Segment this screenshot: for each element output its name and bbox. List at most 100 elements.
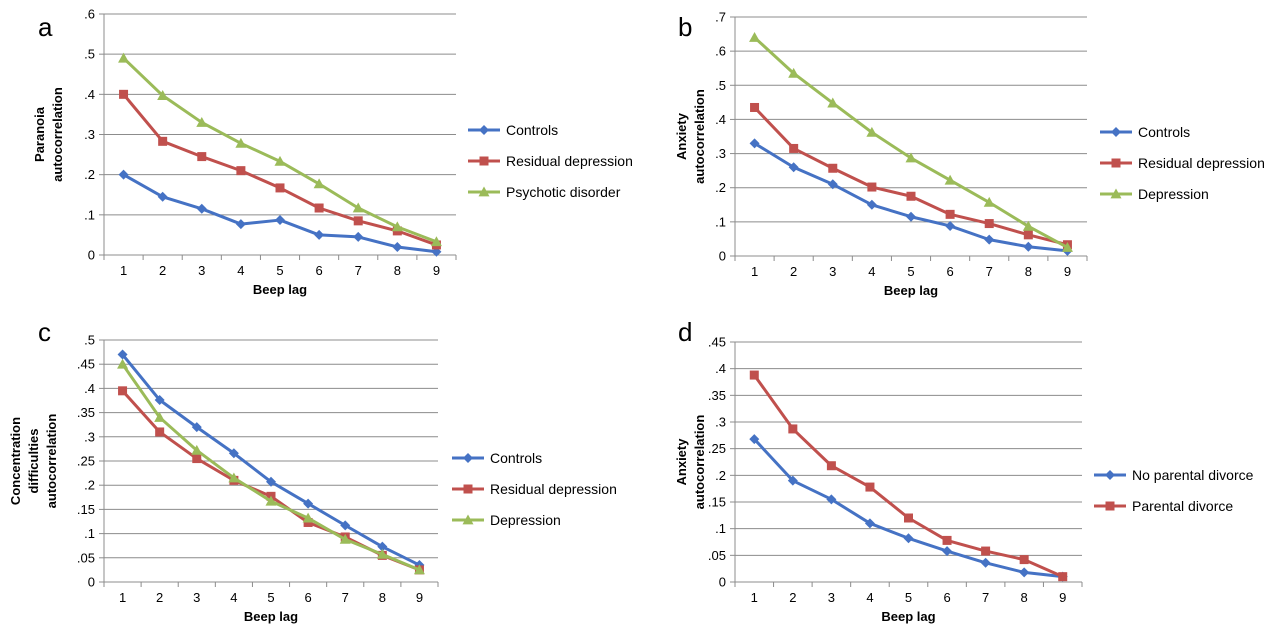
y-tick-label: .6 <box>715 44 726 59</box>
x-tick-label: 1 <box>120 263 127 278</box>
data-point <box>155 427 165 437</box>
x-tick-label: 3 <box>829 264 836 279</box>
series-parental-divorce <box>749 370 1068 582</box>
data-point <box>314 203 324 213</box>
chart-panel-b: b 0 .1 .2 .3 .4 .5 .6 .7 1 2 3 4 5 6 7 8 9 Beep lag Anxiety… <box>674 10 1265 299</box>
data-point <box>117 349 128 360</box>
legend-marker <box>463 453 473 463</box>
x-tick-label: 9 <box>1064 264 1071 279</box>
data-point <box>1058 572 1068 582</box>
legend-item: Controls <box>468 122 558 138</box>
data-point <box>749 370 759 380</box>
data-point <box>376 548 388 559</box>
data-point <box>119 89 129 99</box>
data-point <box>942 546 953 557</box>
series-line <box>753 374 1064 579</box>
series-line <box>122 57 437 244</box>
x-tick-label: 2 <box>156 590 163 605</box>
data-point <box>906 211 916 222</box>
series-controls <box>117 349 425 571</box>
y-axis-title-line: Concentration <box>8 417 23 505</box>
data-point <box>274 155 286 166</box>
data-point <box>787 475 798 486</box>
legend-item: Residual depression <box>468 153 633 169</box>
data-point <box>197 152 207 162</box>
x-tick-label: 6 <box>946 264 953 279</box>
data-point <box>236 166 246 176</box>
y-tick-label: .1 <box>84 207 95 222</box>
y-axis-title-line: autocorrelation <box>44 414 59 509</box>
y-tick-label: 0 <box>719 249 726 264</box>
y-axis-title-line: autocorrelation <box>692 415 707 510</box>
x-tick-label: 8 <box>1021 590 1028 605</box>
data-point <box>789 143 799 153</box>
legend-marker <box>1105 470 1115 480</box>
x-tick-label: 3 <box>198 263 205 278</box>
data-point <box>117 358 129 369</box>
x-tick-label: 8 <box>394 263 401 278</box>
data-point <box>945 220 956 231</box>
legend-item: Residual depression <box>1100 155 1265 171</box>
series-line <box>121 363 421 572</box>
panel-letter: b <box>678 12 692 42</box>
data-point <box>944 174 956 185</box>
x-tick-label: 8 <box>1025 264 1032 279</box>
data-point <box>157 191 168 202</box>
chart-panel-d: d 0 .05 .1 .15 .2 .25 .3 .35 .4 .45 1 2 3 4 5 6 7 8 9 Beep l… <box>674 317 1254 624</box>
data-point <box>749 434 760 445</box>
series-controls <box>118 169 442 257</box>
data-point <box>865 482 875 492</box>
x-tick-label: 1 <box>119 590 126 605</box>
legend-marker <box>1105 501 1115 511</box>
x-tick-label: 6 <box>943 590 950 605</box>
legend-item: Psychotic disorder <box>468 184 621 200</box>
x-tick-label: 7 <box>982 590 989 605</box>
y-tick-label: .7 <box>715 10 726 25</box>
data-point <box>906 191 916 201</box>
legend-label: Residual depression <box>506 153 633 169</box>
data-point <box>352 202 364 213</box>
data-point <box>750 102 760 112</box>
series-line <box>753 438 1063 579</box>
y-axis-title-line: Paranoia <box>32 106 47 162</box>
data-point <box>826 461 836 471</box>
y-tick-label: .15 <box>708 495 726 510</box>
x-tick-label: 9 <box>416 590 423 605</box>
y-tick-label: .5 <box>715 78 726 93</box>
data-point <box>154 411 166 422</box>
series-line <box>753 106 1068 247</box>
x-axis-title: Beep lag <box>244 609 298 624</box>
data-point <box>275 215 285 226</box>
y-tick-label: .35 <box>708 388 726 403</box>
legend-label: Depression <box>1138 186 1209 202</box>
legend-label: No parental divorce <box>1132 467 1254 483</box>
data-point <box>828 163 838 173</box>
series-depression <box>749 31 1073 252</box>
data-point <box>864 518 875 529</box>
data-point <box>980 557 991 568</box>
data-point <box>157 90 169 100</box>
data-point <box>391 221 403 232</box>
y-tick-label: .2 <box>715 180 726 195</box>
data-point <box>981 546 991 556</box>
legend-item: Parental divorce <box>1094 498 1233 514</box>
legend-marker <box>463 484 473 494</box>
data-point <box>866 126 878 137</box>
y-tick-label: .2 <box>84 478 95 493</box>
y-axis-title-line: Anxiety <box>674 438 689 486</box>
x-tick-label: 5 <box>905 590 912 605</box>
y-tick-label: .05 <box>77 550 95 565</box>
x-tick-label: 5 <box>267 590 274 605</box>
data-point <box>302 512 314 523</box>
y-tick-label: .25 <box>77 454 95 469</box>
legend-label: Controls <box>1138 124 1190 140</box>
y-tick-label: .3 <box>715 146 726 161</box>
y-tick-label: .4 <box>84 381 95 396</box>
legend-label: Psychotic disorder <box>506 184 621 200</box>
data-point <box>191 444 203 455</box>
data-point <box>228 448 239 459</box>
x-tick-label: 1 <box>751 590 758 605</box>
x-tick-label: 7 <box>355 263 362 278</box>
data-point <box>827 179 838 190</box>
data-point <box>313 178 325 189</box>
